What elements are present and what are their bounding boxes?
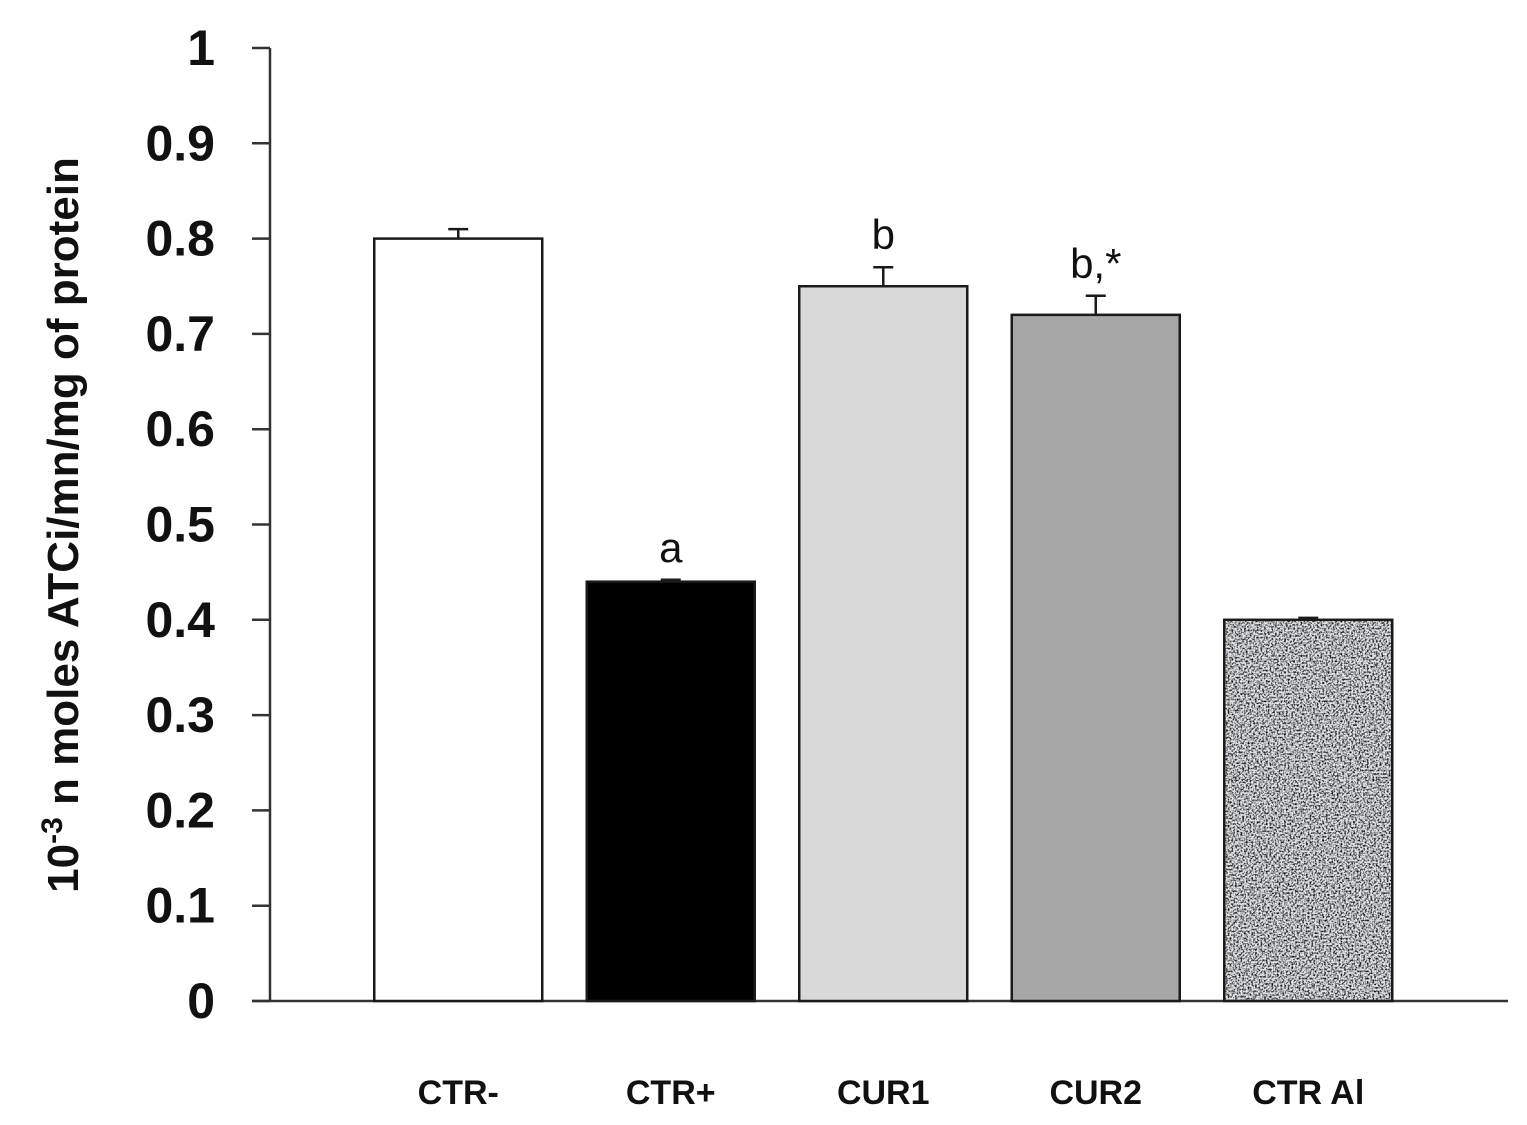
y-tick-label: 1 <box>187 20 215 76</box>
x-category-label: CTR- <box>418 1074 499 1112</box>
x-category-label: CUR1 <box>837 1074 930 1112</box>
y-tick-label: 0.1 <box>145 878 215 934</box>
y-tick-label: 0.6 <box>145 401 215 457</box>
bar-cur2 <box>1010 313 1181 1003</box>
y-tick-label: 0.5 <box>145 497 215 553</box>
bar-ctrplus <box>585 580 756 1003</box>
bar-ctr-al <box>1223 618 1394 1003</box>
significance-label: a <box>659 524 683 571</box>
y-tick-label: 0.7 <box>145 306 215 362</box>
x-category-label: CTR Al <box>1252 1074 1364 1112</box>
y-tick-label: 0.4 <box>145 592 215 648</box>
bars-group: CTR-a CTR+ b CUR1 b,* CUR2 CTR Al <box>373 211 1394 1112</box>
y-tick-label: 0.8 <box>145 211 215 267</box>
y-tick-label: 0.3 <box>145 687 215 743</box>
y-tick-label: 0.9 <box>145 115 215 171</box>
y-tick-label: 0 <box>187 973 215 1029</box>
y-tick-label: 0.2 <box>145 782 215 838</box>
significance-label: b <box>872 211 895 258</box>
significance-label: b,* <box>1070 240 1121 287</box>
x-category-label: CTR+ <box>626 1074 716 1112</box>
x-category-label: CUR2 <box>1049 1074 1142 1112</box>
bar-cur1 <box>798 285 969 1003</box>
bar-ctrminus <box>373 237 544 1003</box>
y-axis-label: 10-3 n moles ATCi/mn/mg of protein <box>36 157 88 893</box>
axes: 0 0.1 0.2 0.3 0.4 0.5 0.6 0.7 0.8 0.9 1 <box>145 20 1508 1029</box>
